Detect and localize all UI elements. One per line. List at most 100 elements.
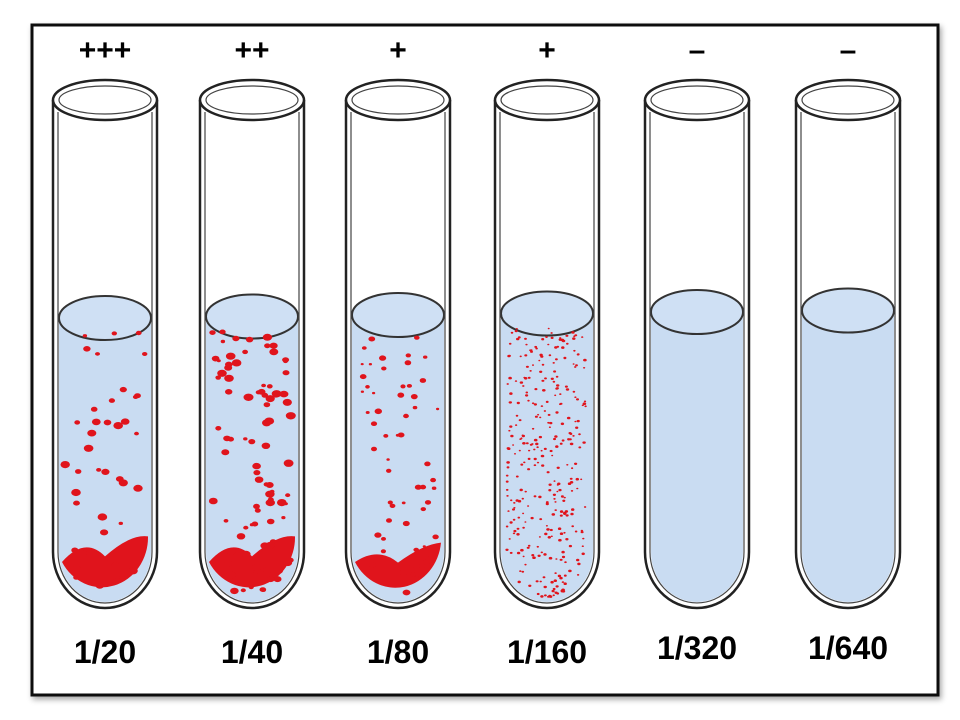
particle (510, 499, 513, 502)
particle (561, 439, 565, 442)
particle (264, 417, 275, 425)
particle (425, 556, 429, 559)
particle (575, 364, 578, 367)
particle (563, 582, 567, 585)
particle (273, 576, 282, 583)
particle (509, 392, 513, 395)
particle (551, 513, 556, 516)
particle (568, 432, 572, 435)
dilution-label: 1/80 (367, 634, 429, 670)
particle (509, 521, 513, 524)
tube-inner (204, 112, 300, 604)
particle (90, 406, 98, 412)
particle (563, 531, 566, 534)
particle (555, 585, 559, 588)
liquid (651, 312, 743, 602)
particle (562, 499, 566, 502)
particle (518, 419, 522, 422)
particle (374, 532, 382, 538)
particle (555, 375, 559, 378)
particle (563, 512, 567, 516)
particle (120, 418, 130, 425)
particle (410, 394, 418, 400)
particle (545, 336, 548, 338)
particle (569, 477, 573, 480)
particle (528, 584, 532, 587)
particle (526, 546, 530, 549)
liquid-surface (650, 289, 744, 335)
particle (408, 564, 415, 569)
particle (507, 510, 510, 512)
dilution-label: 1/40 (221, 634, 283, 670)
particle (401, 501, 406, 505)
particle (569, 481, 574, 484)
particle (559, 558, 563, 561)
dilution-label: 1/160 (507, 634, 587, 670)
particle (119, 575, 125, 580)
particle (520, 463, 524, 466)
liquid (206, 316, 298, 602)
tubes: +++1/20++1/40+1/80+1/160–1/320–1/640 (51, 34, 902, 670)
particle (574, 462, 578, 465)
particle (521, 497, 524, 500)
particle (248, 439, 256, 445)
particle (560, 495, 564, 498)
particle (525, 442, 529, 445)
particle (509, 425, 513, 428)
particle (555, 411, 559, 414)
particle (559, 576, 563, 580)
tube-inner (649, 112, 745, 604)
particle (554, 591, 558, 594)
particle (91, 418, 101, 426)
particle (242, 349, 249, 355)
particle (95, 582, 104, 589)
particle (564, 510, 569, 513)
particle (555, 387, 559, 390)
particle (516, 551, 521, 555)
particle (525, 391, 529, 394)
particle (505, 525, 509, 528)
dilution-label: 1/320 (657, 630, 737, 666)
particle (551, 454, 554, 457)
particle (252, 563, 262, 571)
tube-glass (643, 100, 751, 610)
particle (534, 388, 538, 391)
particle (365, 411, 370, 414)
particle (554, 501, 557, 503)
particle (265, 499, 275, 507)
particle (536, 461, 540, 464)
particle (404, 360, 412, 366)
particle (119, 386, 127, 393)
particle (574, 420, 577, 423)
particle (87, 429, 97, 437)
reaction-label: – (689, 34, 706, 67)
particle (100, 529, 109, 536)
particle (516, 337, 520, 341)
particle (530, 350, 533, 353)
particle (582, 402, 587, 406)
particle (505, 480, 509, 483)
particle (539, 580, 542, 583)
particle (381, 537, 386, 541)
particle (431, 486, 437, 490)
particle (547, 421, 550, 424)
particle (223, 435, 231, 442)
particle (402, 589, 411, 596)
liquid (59, 318, 151, 602)
particle (415, 575, 419, 579)
particle (399, 569, 408, 576)
liquid-surface (500, 290, 594, 337)
particle (558, 538, 562, 542)
particle (570, 490, 574, 492)
particle (545, 501, 549, 504)
particle (566, 342, 569, 345)
particle (531, 427, 535, 430)
particle (558, 338, 563, 341)
particle (282, 370, 290, 376)
particle (581, 552, 585, 556)
particle (113, 422, 123, 430)
particle (576, 419, 580, 423)
particle (536, 592, 540, 596)
particle (75, 469, 82, 474)
